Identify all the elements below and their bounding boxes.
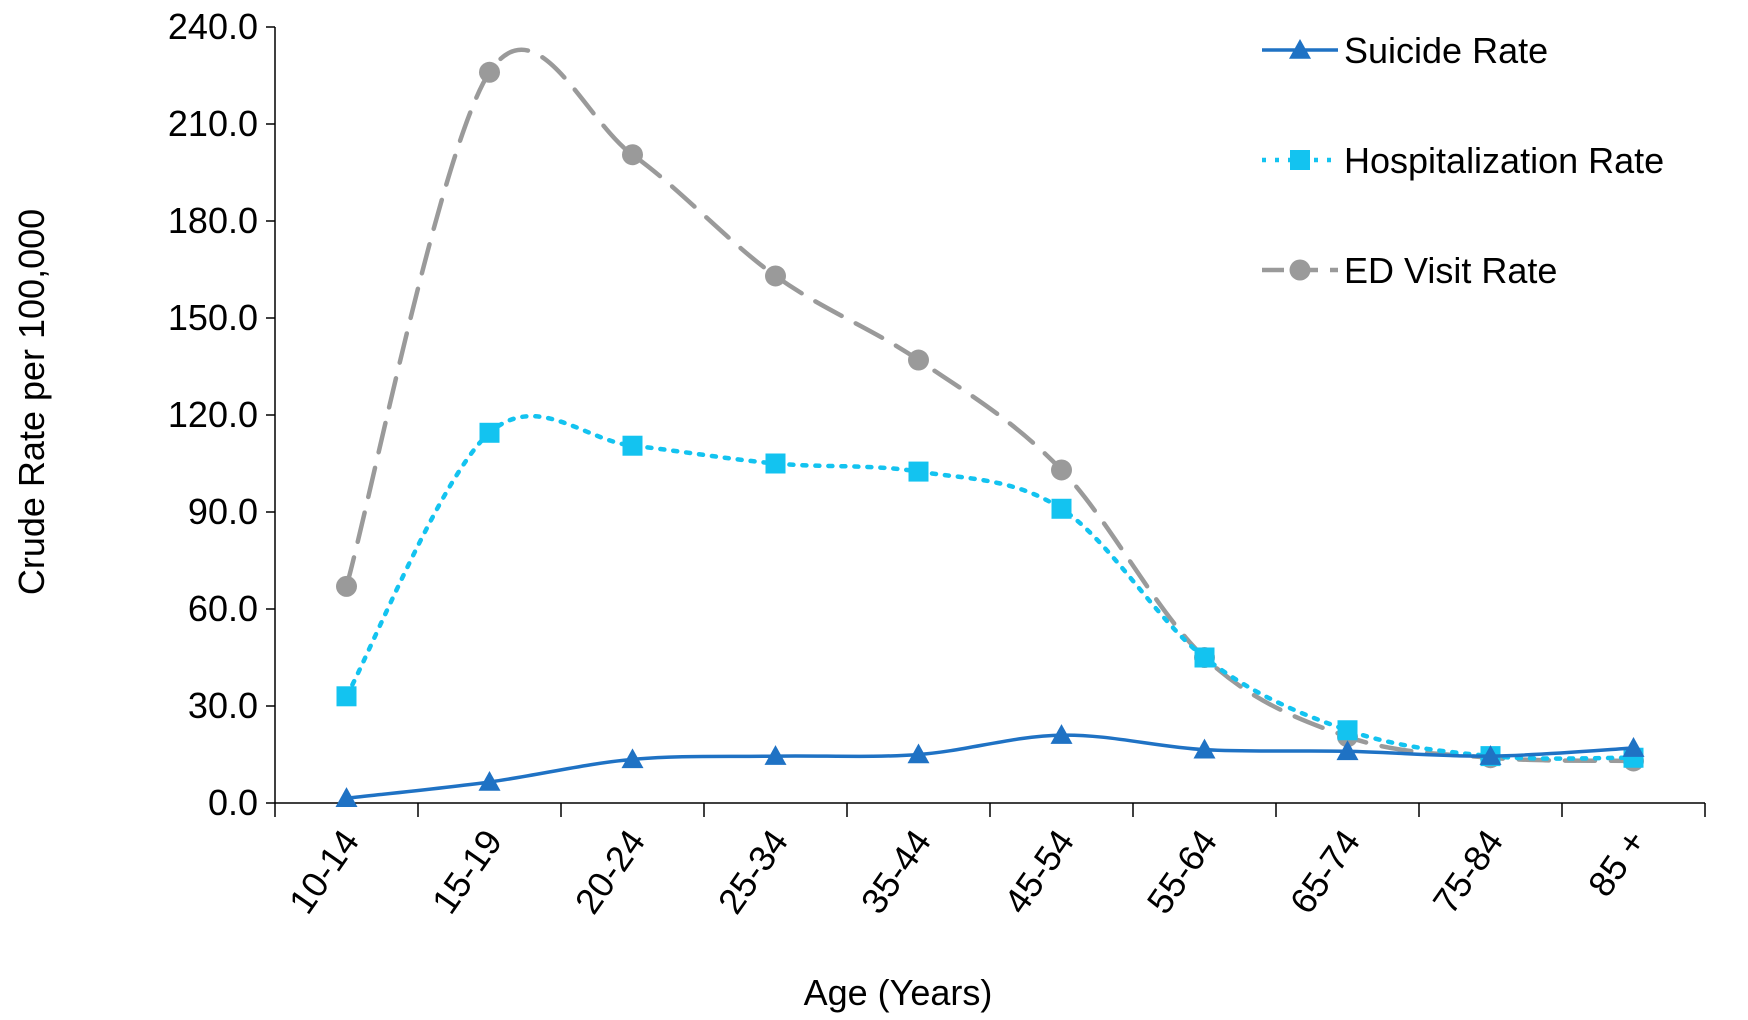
x-axis-ticks: 10-14 15-19 20-24 25-34 35-44 45-54 55-64 65-74… — [274, 803, 1706, 921]
data-point — [1194, 647, 1215, 668]
x-tick-label: 25-34 — [710, 822, 796, 921]
series-layer — [335, 47, 1645, 807]
data-point — [622, 144, 643, 166]
y-tick-label: 30.0 — [188, 685, 258, 726]
legend: Suicide Rate Hospitalization Rate ED Visit… — [1262, 30, 1664, 291]
data-point — [1479, 745, 1502, 765]
data-point — [1337, 720, 1358, 741]
x-tick-label: 45-54 — [996, 822, 1082, 921]
data-point — [1336, 740, 1359, 761]
series-line — [344, 413, 1636, 761]
legend-swatch-marker — [1290, 150, 1310, 170]
y-tick-label: 90.0 — [188, 491, 258, 532]
data-point — [764, 745, 787, 765]
legend-label: Suicide Rate — [1344, 30, 1548, 71]
data-point — [1051, 498, 1072, 519]
y-tick-label: 0.0 — [208, 782, 258, 823]
legend-item: Hospitalization Rate — [1262, 140, 1664, 181]
data-point — [622, 435, 643, 456]
data-point — [335, 787, 358, 807]
data-point — [336, 686, 357, 707]
data-point — [478, 770, 501, 791]
x-tick-label: 75-84 — [1425, 822, 1511, 921]
data-point — [1051, 459, 1072, 481]
y-axis-ticks: 0.0 30.0 60.0 90.0 120.0 150.0 180.0 210.0 240.0 — [168, 6, 275, 823]
x-tick-label: 65-74 — [1282, 822, 1368, 921]
data-point — [907, 743, 930, 764]
data-point — [1622, 737, 1645, 757]
legend-item: ED Visit Rate — [1262, 250, 1557, 291]
legend-swatch-marker — [1289, 39, 1311, 59]
x-tick-label: 35-44 — [853, 822, 939, 921]
y-tick-label: 180.0 — [168, 200, 258, 241]
data-point — [908, 461, 929, 482]
data-point — [621, 748, 644, 769]
y-tick-label: 60.0 — [188, 588, 258, 629]
data-point — [765, 265, 786, 287]
data-point — [336, 575, 357, 597]
x-tick-label: 15-19 — [424, 822, 510, 921]
y-tick-label: 150.0 — [168, 297, 258, 338]
series-square — [336, 413, 1644, 768]
y-tick-label: 210.0 — [168, 103, 258, 144]
x-tick-label: 20-24 — [567, 822, 653, 921]
y-axis-title: Crude Rate per 100,000 — [11, 209, 52, 595]
data-point — [1050, 724, 1073, 744]
legend-label: ED Visit Rate — [1344, 250, 1557, 291]
legend-swatch-marker — [1289, 259, 1311, 281]
series-triangle — [335, 724, 1645, 807]
y-tick-label: 120.0 — [168, 394, 258, 435]
series-line — [344, 733, 1636, 800]
y-tick-label: 240.0 — [168, 6, 258, 47]
data-point — [1193, 738, 1216, 759]
data-point — [908, 349, 929, 371]
x-tick-label: 55-64 — [1139, 822, 1225, 921]
data-point — [479, 61, 500, 83]
legend-item: Suicide Rate — [1262, 30, 1548, 71]
x-axis-title: Age (Years) — [804, 972, 993, 1013]
data-point — [765, 453, 786, 474]
x-tick-label: 10-14 — [281, 822, 367, 921]
x-tick-label: 85 + — [1580, 822, 1654, 904]
data-point — [479, 422, 500, 443]
legend-label: Hospitalization Rate — [1344, 140, 1664, 181]
